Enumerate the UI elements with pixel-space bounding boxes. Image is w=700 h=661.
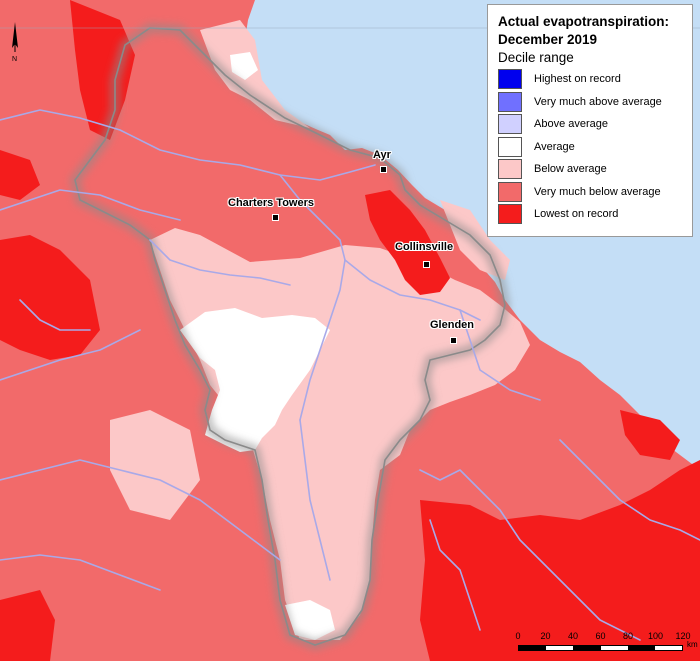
region-average-south xyxy=(285,600,335,640)
legend-swatch xyxy=(498,91,522,112)
town-marker-glenden xyxy=(450,337,457,344)
region-average-coast xyxy=(230,52,258,80)
legend-label: Below average xyxy=(534,163,607,176)
legend-label: Highest on record xyxy=(534,73,621,86)
scale-bar-segment xyxy=(573,646,601,650)
town-label-collinsville: Collinsville xyxy=(395,241,454,253)
region-below-average-south xyxy=(110,410,200,520)
north-label: N xyxy=(12,56,17,63)
legend-label: Very much above average xyxy=(534,95,662,108)
scale-bar-unit: km xyxy=(687,640,698,649)
legend-swatch xyxy=(498,159,522,180)
north-arrow-icon: N xyxy=(12,22,18,63)
legend-label: Very much below average xyxy=(534,185,661,198)
scale-bar-segment xyxy=(546,646,574,650)
scale-bar-tick-label: 100 xyxy=(647,631,664,641)
legend-subtitle: Decile range xyxy=(498,50,574,65)
region-average xyxy=(180,308,330,452)
town-marker-ayr xyxy=(380,166,387,173)
legend-item: Very much above average xyxy=(498,91,684,114)
scale-bar-segment xyxy=(600,646,628,650)
scale-bar-tick-label: 20 xyxy=(540,631,551,641)
scale-bar-segments xyxy=(518,645,683,651)
scale-bar-segment xyxy=(627,646,655,650)
legend-label: Lowest on record xyxy=(534,208,619,221)
legend-rows: Highest on record Very much above average… xyxy=(498,68,684,226)
legend-item: Lowest on record xyxy=(498,203,684,226)
legend-swatch xyxy=(498,136,522,157)
legend-label: Average xyxy=(534,140,575,153)
legend-title-line1: Actual evapotranspiration: xyxy=(498,14,670,29)
town-label-charters-towers: Charters Towers xyxy=(228,197,314,209)
legend-label: Above average xyxy=(534,118,608,131)
scale-bar-tick-label: 0 xyxy=(515,631,521,641)
legend: Actual evapotranspiration: December 2019… xyxy=(487,4,693,237)
scale-bar-tick-label: 120 xyxy=(675,631,691,641)
town-marker-charters-towers xyxy=(272,214,279,221)
scale-bar-tick-label: 60 xyxy=(595,631,606,641)
town-marker-collinsville xyxy=(423,261,430,268)
rivers xyxy=(0,109,700,641)
scale-bar-tick-label: 40 xyxy=(567,631,579,641)
legend-swatch xyxy=(498,204,522,225)
scale-bar: 0 20 40 60 80 100 120 km xyxy=(515,631,698,657)
town-label-glenden: Glenden xyxy=(430,319,475,331)
legend-item: Very much below average xyxy=(498,181,684,204)
catchment-boundary xyxy=(74,27,506,646)
legend-title-line2: December 2019 xyxy=(498,32,598,47)
legend-item: Below average xyxy=(498,158,684,181)
scale-bar-ticks: 0 20 40 60 80 100 120 xyxy=(515,631,695,643)
legend-swatch xyxy=(498,114,522,135)
legend-item: Average xyxy=(498,136,684,159)
legend-swatch xyxy=(498,69,522,90)
scale-bar-segment xyxy=(654,646,683,650)
scale-bar-segment xyxy=(519,646,547,650)
legend-item: Highest on record xyxy=(498,68,684,91)
scale-bar-tick-label: 80 xyxy=(622,631,634,641)
legend-item: Above average xyxy=(498,113,684,136)
legend-swatch xyxy=(498,181,522,202)
town-label-ayr: Ayr xyxy=(373,149,391,161)
region-below-average-coast xyxy=(200,20,310,128)
